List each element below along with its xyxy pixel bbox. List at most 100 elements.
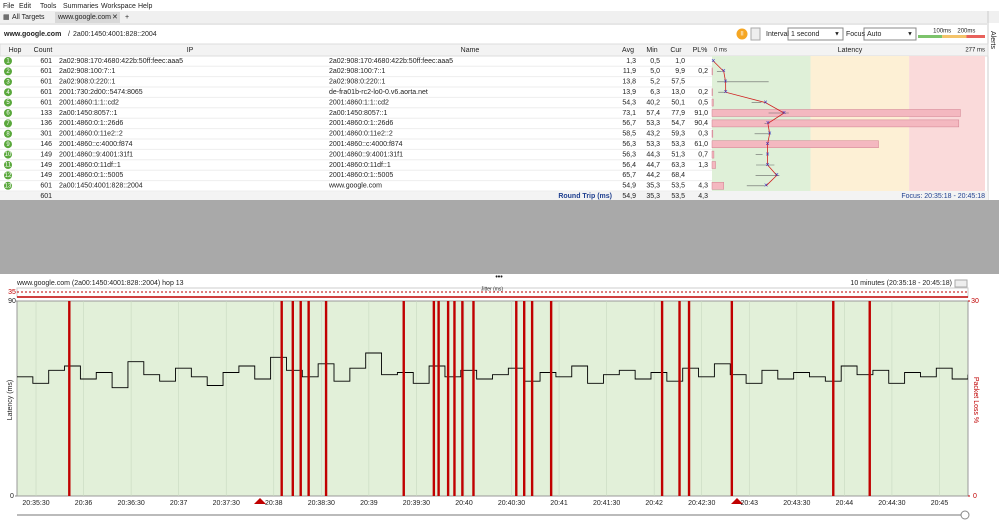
plot-group [17, 301, 968, 496]
avg-marker: × [782, 110, 786, 117]
hop-number: 8 [6, 131, 10, 137]
breadcrumb-ip: 2a00:1450:4001:828::2004 [73, 31, 157, 38]
avg-cell: 56,3 [622, 141, 636, 148]
min-cell: 44,2 [646, 172, 660, 179]
avg-cell: 13,9 [622, 89, 636, 96]
scroll-thumb[interactable] [960, 510, 970, 520]
name-cell: de-fra01b-rc2-lo0-0.v6.aorta.net [329, 89, 428, 96]
menu-item[interactable]: Tools [40, 3, 57, 10]
ip-cell: 2001:4860:0:1::26d6 [59, 120, 123, 127]
footer-count: 601 [40, 193, 52, 200]
hop-number: 10 [5, 152, 12, 158]
menu-item[interactable]: Help [138, 3, 153, 10]
count-cell: 601 [40, 99, 52, 106]
ip-cell: 2a02:908:0:220::1 [59, 79, 116, 86]
min-cell: 40,2 [646, 99, 660, 106]
y2-tick-label: 30 [971, 298, 979, 305]
pl-cell: 61,0 [694, 141, 708, 148]
tab-active[interactable] [55, 12, 120, 23]
min-cell: 44,7 [646, 162, 660, 169]
avg-cell: 56,4 [622, 162, 636, 169]
footer-focus: Focus: 20:35:18 - 20:45:18 [901, 193, 985, 200]
plot-area [16, 300, 969, 497]
pl-cell: 4,3 [698, 183, 708, 190]
splitter[interactable]: ••• [495, 274, 503, 281]
loss-event [660, 301, 664, 496]
loss-bar [711, 150, 715, 159]
x-tick-label: 20:38:30 [308, 500, 335, 507]
loss-event [453, 301, 456, 496]
table-footer [0, 191, 988, 200]
cur-cell: 57,5 [671, 79, 685, 86]
x-tick-label: 20:36:30 [117, 500, 144, 507]
loss-event [299, 301, 302, 496]
dropdown-arrow: ▼ [907, 32, 913, 38]
avg-marker: × [722, 68, 726, 75]
range-dropdown[interactable] [954, 279, 968, 288]
loss-bar [711, 98, 714, 107]
name-cell: 2001:4860::9:4001:31f1 [329, 151, 403, 158]
menu-item[interactable]: File [3, 3, 14, 10]
avg-cell: 1,3 [626, 58, 636, 65]
breadcrumb-host: www.google.com [3, 31, 61, 38]
count-cell: 601 [40, 89, 52, 96]
ip-cell: 2001:4860:0:1::5005 [59, 172, 123, 179]
loss-event [530, 301, 534, 496]
menu-item[interactable]: Edit [19, 3, 31, 10]
loss-event [437, 301, 440, 496]
menu-item[interactable]: Summaries [63, 3, 99, 10]
x-tick-label: 20:42 [645, 500, 663, 507]
alerts-tab[interactable]: Alerts [989, 31, 996, 49]
empty-area [0, 200, 999, 274]
pl-cell: 91,0 [694, 110, 708, 117]
threshold-band [942, 35, 967, 38]
avg-cell: 54,3 [622, 99, 636, 106]
min-cell: 53,3 [646, 141, 660, 148]
hop-number: 3 [6, 79, 10, 85]
avg-marker: × [766, 120, 770, 127]
event-marker [254, 498, 266, 504]
ip-cell: 2001:730:2d00::5474:8065 [59, 89, 143, 96]
column-header: Avg [622, 47, 634, 54]
pause-dropdown[interactable] [750, 27, 761, 41]
avg-cell: 56,3 [622, 151, 636, 158]
tab-add[interactable]: + [125, 14, 129, 21]
loss-event [432, 301, 436, 496]
dropdown-arrow: ▼ [834, 32, 840, 38]
avg-marker: × [763, 99, 767, 106]
pl-cell: 0,7 [698, 151, 708, 158]
avg-marker: × [765, 151, 769, 158]
latency-min-label: 0 ms [714, 48, 727, 54]
tab-label: All Targets [12, 14, 45, 21]
x-tick-label: 20:38 [265, 500, 283, 507]
table-header [0, 43, 989, 57]
hop-icon [4, 129, 12, 138]
avg-marker: × [766, 162, 770, 169]
y-tick-label: 90 [8, 298, 16, 305]
x-tick-label: 20:43 [741, 500, 759, 507]
ip-cell: 2001:4860:1:1::cd2 [59, 99, 119, 106]
menu-item[interactable]: Workspace [101, 3, 136, 10]
name-cell: 2001:4860:1:1::cd2 [329, 99, 389, 106]
tab-close[interactable]: ✕ [112, 14, 118, 21]
name-cell: 2a02:908:0:220::1 [329, 79, 386, 86]
x-tick-label: 20:39 [360, 500, 378, 507]
avg-marker: × [775, 172, 779, 179]
count-cell: 136 [40, 120, 52, 127]
jitter-label: Jitter (ms) [481, 286, 504, 292]
avg-marker: × [764, 183, 768, 190]
min-cell: 53,3 [646, 120, 660, 127]
x-tick-label: 20:45 [931, 500, 949, 507]
name-cell: 2001:4860:0:1::26d6 [329, 120, 393, 127]
pause-button[interactable] [736, 28, 748, 40]
loss-event [472, 301, 475, 496]
ip-cell: 2001:4860::c:4000:f874 [59, 141, 133, 148]
avg-cell: 11,9 [623, 68, 636, 75]
interval-select[interactable] [787, 27, 844, 41]
column-header: Count [34, 47, 53, 54]
latency-max-label: 277 ms [965, 48, 985, 54]
focus-select[interactable] [863, 27, 917, 41]
loss-bar [711, 140, 879, 148]
avg-marker: × [768, 131, 772, 138]
name-cell: 2001:4860:0:11e2::2 [329, 131, 393, 138]
